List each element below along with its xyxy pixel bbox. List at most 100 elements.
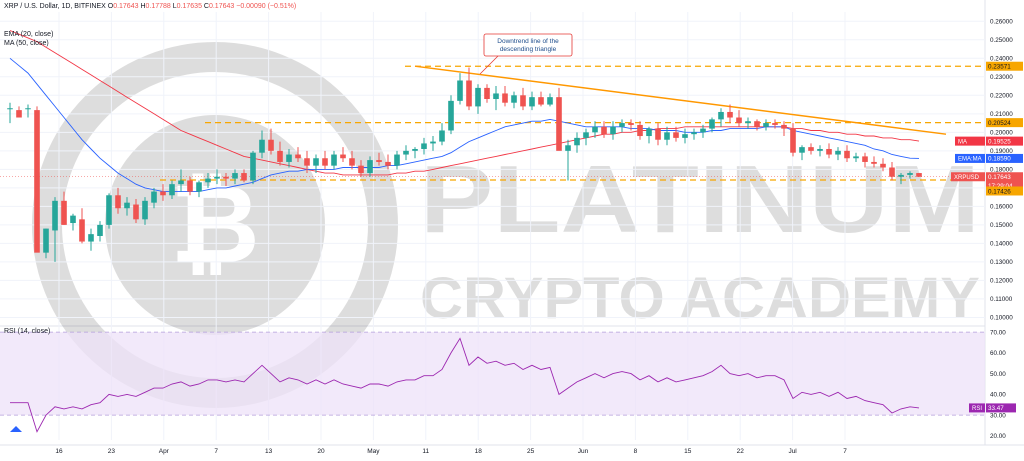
candle-body [322,158,328,166]
time-tick-label: 18 [475,448,483,455]
candle-body [61,200,67,225]
candle-body [313,158,319,166]
candle-body [430,141,436,144]
candle-body [367,160,373,174]
ema20-line [9,57,920,193]
rsi-value-tag: 33.47 [988,405,1004,412]
price-tick-label: 0.14000 [990,241,1013,248]
change-value: −0.00090 (−0.51%) [236,3,297,10]
candle-body [592,126,598,133]
ma-name-tag-bg [955,136,985,146]
price-tick-label: 0.20000 [990,130,1013,137]
candle-body [538,97,544,105]
time-tick-label: Jun [578,448,589,455]
time-tick-label: 22 [737,448,745,455]
price-tick-label: 0.18000 [990,167,1013,174]
price-tick-label: 0.10000 [990,315,1013,322]
candle-body [115,195,121,209]
price-tick-label: 0.16000 [990,204,1013,211]
support-tag-bg [986,186,1023,196]
candle-body [493,93,499,100]
price-tick-label: 0.23000 [990,74,1013,81]
candle-body [52,200,58,231]
candle-body [574,137,580,146]
candle-body [331,154,337,166]
candle-body [745,121,751,124]
rsi-legend[interactable]: RSI (14, close) [4,328,51,335]
rsi-tick-label: 30.00 [990,412,1006,419]
close-value: 0.17643 [208,3,235,10]
ma-name-tag: MA [958,139,967,145]
chart-header: XRP / U.S. Dollar, 1D, BITFINEX O0.17643… [4,3,297,10]
price-tick-label: 0.19000 [990,148,1013,155]
symbol-tag: XRPUSD [954,175,980,181]
price-tick-label: 0.22000 [990,93,1013,100]
candle-body [295,154,301,159]
symbol-title: XRP / U.S. Dollar, 1D, BITFINEX [4,3,106,10]
candle-body [160,191,166,196]
candle-body [304,158,310,166]
price-tick-label: 0.26000 [990,19,1013,26]
candle-body [421,143,427,149]
time-tick-label: 20 [317,448,325,455]
candle-body [466,80,472,107]
candle-body [349,158,355,166]
price-tick-label: 0.15000 [990,222,1013,229]
time-tick-label: 25 [527,448,535,455]
candle-body [754,121,760,127]
price-tick-label: 0.12000 [990,278,1013,285]
price-tick-label: 0.11000 [990,296,1013,303]
candle-body [34,110,40,253]
candle-body [124,202,130,209]
candle-body [556,97,562,151]
candle-body [520,95,526,107]
candle-body [277,150,283,162]
candle-body [196,182,202,192]
candle-body [250,152,256,181]
candle-body [16,110,22,118]
price-tick-label: 0.13000 [990,259,1013,266]
candle-body [682,134,688,138]
ema-legend[interactable]: EMA (20, close) [4,31,54,38]
low-value: 0.17635 [176,3,202,10]
candle-body [871,161,877,164]
time-tick-label: 15 [684,448,692,455]
candle-body [763,123,769,127]
candle-body [70,215,76,224]
candle-body [448,100,454,131]
candle-body [457,80,463,101]
candle-body [268,139,274,151]
candle-body [880,163,886,168]
candle-body [565,145,571,151]
candle-body [484,87,490,100]
candle-body [340,154,346,159]
rsi-name-tag: RSI [972,406,982,412]
candle-body [286,154,292,162]
ema-name-tag-bg [955,153,985,163]
price-tick-label: 0.25000 [990,37,1013,44]
candle-body [799,147,805,153]
price-tick-label: 0.24000 [990,56,1013,63]
candle-body [439,130,445,142]
candle-body [700,128,706,133]
ma-legend[interactable]: MA (50, close) [4,40,49,47]
candle-body [502,93,508,103]
candle-body [808,147,814,151]
candle-body [142,200,148,220]
resistance-top-tag: 0.23571 [988,64,1011,71]
annotation-text-line: Downtrend line of the [497,38,559,45]
tradingview-logo-icon [10,426,22,432]
candle-body [898,174,904,177]
candle-body [826,148,832,155]
candle-body [241,173,247,181]
candle-body [889,167,895,177]
candle-body [79,219,85,242]
rsi-tick-label: 60.00 [990,350,1006,357]
ma-value-tag-bg [986,136,1023,146]
candle-body [97,224,103,236]
candle-body [358,165,364,174]
time-tick-label: 7 [843,448,847,455]
candle-body [844,150,850,159]
candle-body [475,87,481,107]
